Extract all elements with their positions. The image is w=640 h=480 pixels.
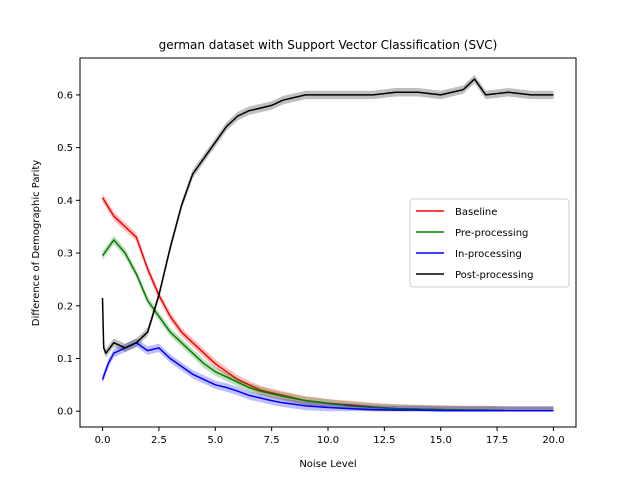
x-axis-title: Noise Level xyxy=(299,459,356,470)
legend-label-pre-processing: Pre-processing xyxy=(455,228,528,239)
legend-label-in-processing: In-processing xyxy=(455,249,522,260)
x-tick-label: 20.0 xyxy=(542,435,564,446)
y-tick-label: 0.4 xyxy=(57,196,73,207)
y-tick-label: 0.2 xyxy=(57,301,73,312)
legend-label-baseline: Baseline xyxy=(455,207,497,218)
x-tick-label: 15.0 xyxy=(430,435,452,446)
series-band-post-processing xyxy=(102,74,554,358)
y-axis-title: Difference of Demographic Parity xyxy=(31,160,42,327)
y-axis: 0.0 0.1 0.2 0.3 0.4 0.5 0.6 xyxy=(57,90,80,418)
y-tick-label: 0.0 xyxy=(57,407,73,418)
series-layer xyxy=(101,74,554,412)
x-tick-label: 12.5 xyxy=(373,435,395,446)
legend: Baseline Pre-processing In-processing Post-… xyxy=(409,198,570,288)
y-tick-label: 0.5 xyxy=(57,143,73,154)
x-tick-label: 5.0 xyxy=(207,435,223,446)
x-axis: 0.0 2.5 5.0 7.5 10.0 12.5 15.0 17.5 20.0 xyxy=(95,427,565,446)
x-tick-label: 17.5 xyxy=(486,435,508,446)
legend-box xyxy=(409,198,570,288)
y-tick-label: 0.6 xyxy=(57,90,73,101)
series-line-in-processing xyxy=(101,341,554,412)
chart-title: german dataset with Support Vector Class… xyxy=(159,38,498,52)
series-line-post-processing xyxy=(101,78,554,354)
y-tick-label: 0.1 xyxy=(57,354,73,365)
series-line-pre-processing xyxy=(101,239,554,412)
x-tick-label: 10.0 xyxy=(317,435,339,446)
x-tick-label: 7.5 xyxy=(264,435,280,446)
y-tick-label: 0.3 xyxy=(57,249,73,260)
legend-label-post-processing: Post-processing xyxy=(455,270,533,281)
x-tick-label: 0.0 xyxy=(95,435,111,446)
x-tick-label: 2.5 xyxy=(151,435,167,446)
